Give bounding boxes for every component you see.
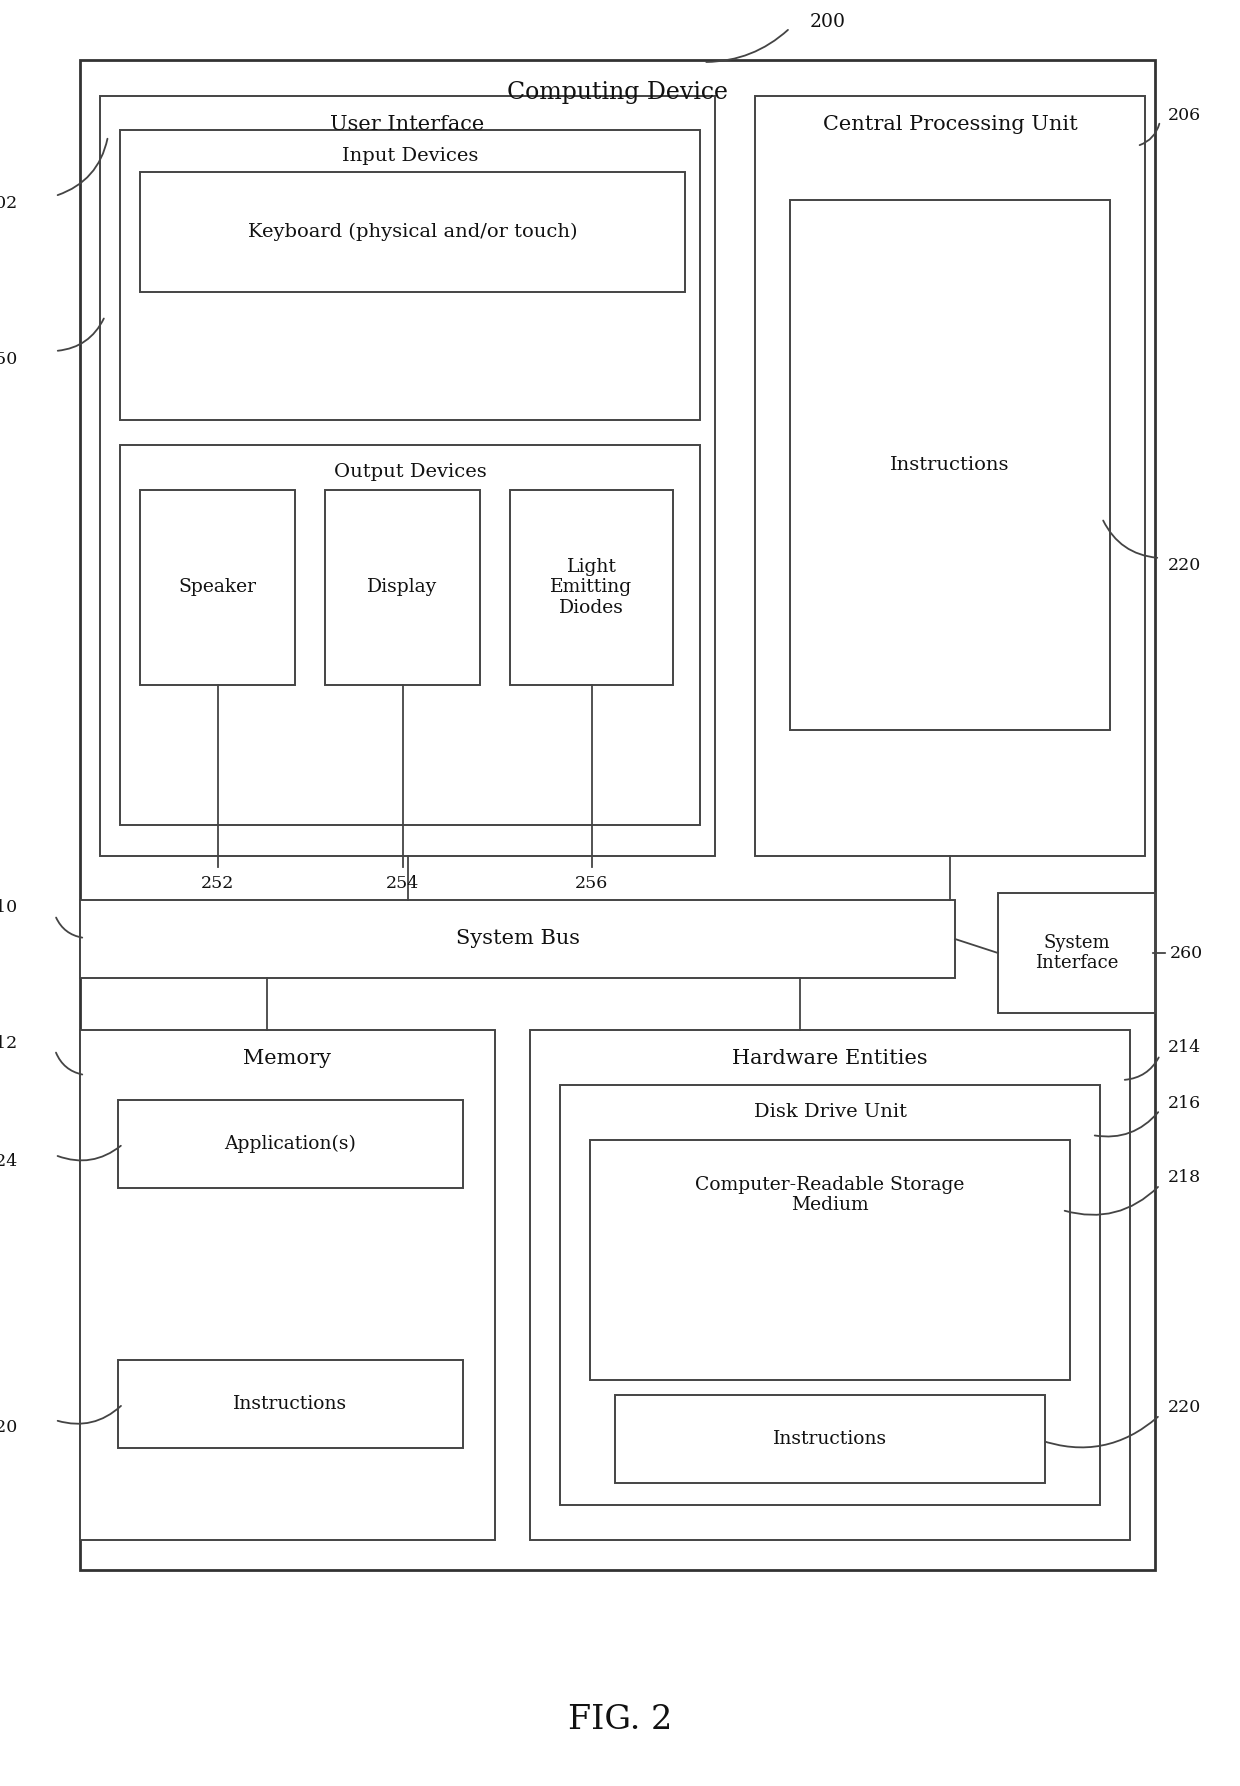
Text: 200: 200 [810,13,846,30]
Bar [529,1031,1130,1540]
Text: 220: 220 [1168,557,1202,573]
Text: 256: 256 [575,875,608,891]
Bar [118,1359,463,1448]
Bar [998,893,1154,1013]
Text: Display: Display [367,579,438,597]
Text: Computer-Readable Storage
Medium: Computer-Readable Storage Medium [696,1175,965,1214]
Bar [120,445,701,825]
Text: 206: 206 [1168,107,1202,125]
Text: Input Devices: Input Devices [342,146,479,164]
Text: FIG. 2: FIG. 2 [568,1704,672,1736]
Text: 224: 224 [0,1154,19,1170]
Text: Disk Drive Unit: Disk Drive Unit [754,1104,906,1122]
Bar [755,96,1145,855]
Text: 260: 260 [1171,945,1203,961]
Text: 220: 220 [1168,1400,1202,1416]
Text: Application(s): Application(s) [224,1134,356,1154]
Bar [118,1100,463,1188]
Text: Output Devices: Output Devices [334,463,486,480]
Bar [81,61,1154,1570]
Text: 210: 210 [0,900,19,916]
Text: Instructions: Instructions [890,455,1009,473]
Text: 254: 254 [386,875,419,891]
Text: Keyboard (physical and/or touch): Keyboard (physical and/or touch) [248,223,578,241]
Bar [790,200,1110,730]
Text: User Interface: User Interface [330,114,485,134]
Bar [81,1031,495,1540]
Text: Speaker: Speaker [179,579,257,597]
Text: System
Interface: System Interface [1035,934,1118,972]
Text: System Bus: System Bus [455,929,579,948]
Text: Light
Emitting
Diodes: Light Emitting Diodes [551,557,632,618]
Text: 202: 202 [0,195,19,213]
Bar [100,96,715,855]
Bar [325,489,480,686]
Bar [120,130,701,420]
Text: 212: 212 [0,1034,19,1052]
Text: 216: 216 [1168,1095,1202,1111]
Bar [615,1395,1045,1482]
Text: 220: 220 [0,1418,19,1436]
Bar [140,171,684,291]
Text: Central Processing Unit: Central Processing Unit [822,114,1078,134]
Bar [560,1086,1100,1506]
Text: 214: 214 [1168,1039,1202,1057]
Text: Memory: Memory [243,1048,331,1068]
Text: 250: 250 [0,350,19,368]
Text: Instructions: Instructions [773,1431,887,1448]
Bar [81,900,955,979]
Bar [140,489,295,686]
Text: Instructions: Instructions [233,1395,347,1413]
Text: 252: 252 [201,875,234,891]
Bar [510,489,673,686]
Text: 218: 218 [1168,1170,1202,1186]
Text: Hardware Entities: Hardware Entities [732,1048,928,1068]
Text: Computing Device: Computing Device [507,80,728,104]
Bar [590,1139,1070,1381]
